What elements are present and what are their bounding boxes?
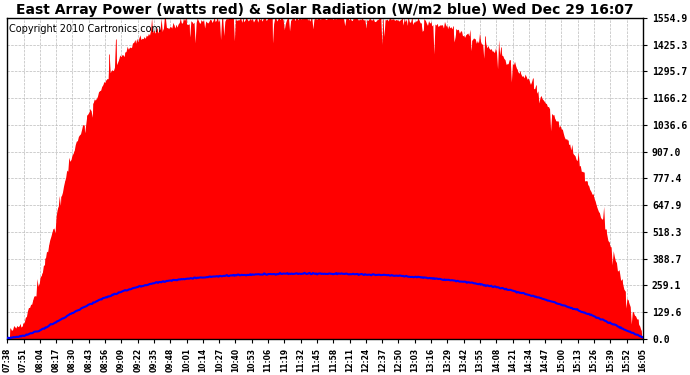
Text: Copyright 2010 Cartronics.com: Copyright 2010 Cartronics.com bbox=[8, 24, 161, 34]
Title: East Array Power (watts red) & Solar Radiation (W/m2 blue) Wed Dec 29 16:07: East Array Power (watts red) & Solar Rad… bbox=[17, 3, 634, 17]
